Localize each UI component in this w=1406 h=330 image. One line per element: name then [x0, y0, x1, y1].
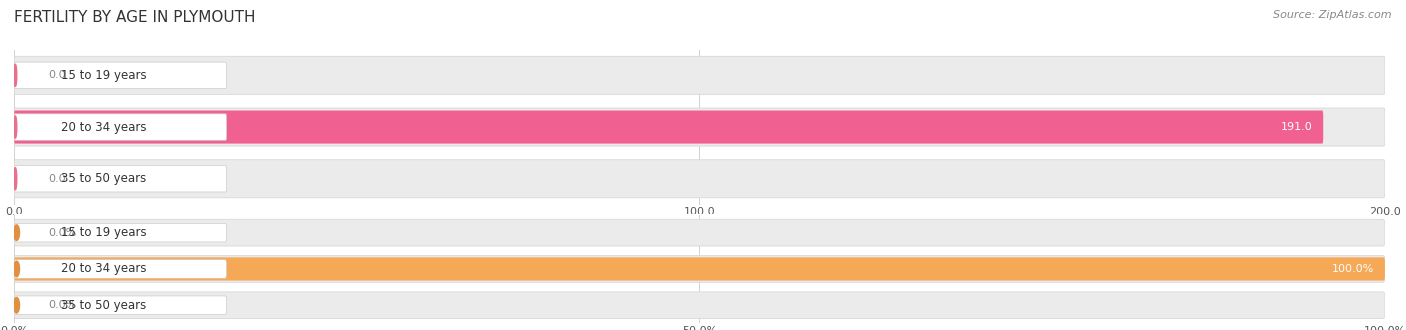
Text: 191.0: 191.0	[1281, 122, 1312, 132]
FancyBboxPatch shape	[14, 260, 226, 278]
Text: 20 to 34 years: 20 to 34 years	[60, 120, 146, 134]
Text: Source: ZipAtlas.com: Source: ZipAtlas.com	[1274, 10, 1392, 20]
FancyBboxPatch shape	[14, 296, 226, 314]
Text: 15 to 19 years: 15 to 19 years	[60, 226, 146, 239]
Circle shape	[14, 64, 17, 86]
FancyBboxPatch shape	[14, 108, 1385, 146]
Text: 35 to 50 years: 35 to 50 years	[60, 299, 146, 312]
Text: 0.0: 0.0	[48, 174, 66, 184]
Circle shape	[14, 261, 20, 277]
Circle shape	[14, 168, 17, 190]
FancyBboxPatch shape	[14, 166, 226, 192]
Text: 0.0: 0.0	[48, 70, 66, 80]
FancyBboxPatch shape	[14, 114, 226, 140]
FancyBboxPatch shape	[14, 111, 1323, 144]
FancyBboxPatch shape	[14, 160, 1385, 198]
Text: 20 to 34 years: 20 to 34 years	[60, 262, 146, 276]
Circle shape	[14, 297, 20, 313]
FancyBboxPatch shape	[14, 256, 1385, 282]
FancyBboxPatch shape	[14, 223, 226, 242]
Text: 35 to 50 years: 35 to 50 years	[60, 172, 146, 185]
FancyBboxPatch shape	[14, 257, 1385, 280]
FancyBboxPatch shape	[14, 62, 226, 88]
Circle shape	[14, 225, 20, 241]
Text: 0.0%: 0.0%	[48, 228, 76, 238]
Text: 0.0%: 0.0%	[48, 300, 76, 310]
FancyBboxPatch shape	[14, 56, 1385, 94]
Text: FERTILITY BY AGE IN PLYMOUTH: FERTILITY BY AGE IN PLYMOUTH	[14, 10, 256, 25]
FancyBboxPatch shape	[14, 292, 1385, 318]
FancyBboxPatch shape	[14, 219, 1385, 246]
Text: 15 to 19 years: 15 to 19 years	[60, 69, 146, 82]
Text: 100.0%: 100.0%	[1331, 264, 1374, 274]
Circle shape	[14, 116, 17, 138]
